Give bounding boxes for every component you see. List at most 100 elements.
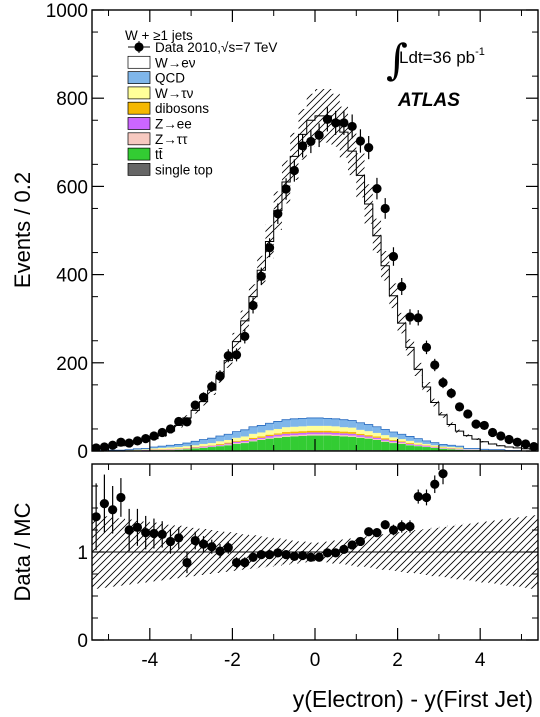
stack-bar [224,443,233,445]
stack-bar [422,445,431,447]
ratio-point [248,552,258,562]
stack-bar [215,446,225,451]
stack-bar [281,181,291,420]
data-point [182,417,192,427]
data-point [339,118,349,128]
y-tick-label: 0 [77,442,88,463]
stack-bar [240,443,249,451]
stack-bar [339,435,349,437]
legend-swatch [127,163,151,176]
ratio-point [513,384,522,393]
stack-bar [232,431,241,438]
stack-Z→ee [141,432,481,451]
legend-swatch [127,86,151,100]
stack-bar [273,437,282,451]
stack-bar [257,437,266,440]
ratio-point [405,521,415,532]
stack-bar [488,443,497,450]
legend-swatch [127,132,151,146]
data-point [364,142,374,153]
stack-bar [257,439,266,451]
data-point [306,136,316,147]
stack-bar [257,432,266,437]
stack-bar [298,418,307,427]
stack-bar [281,433,291,436]
stack-bar [315,425,324,431]
stack-bar [397,442,406,444]
stack-QCD [108,417,522,451]
stack-bar [397,434,406,440]
data-point [108,440,118,450]
stack-bar [224,439,233,443]
stack-bar [364,437,373,439]
ratio-point [314,552,324,562]
ratio-point [347,540,357,550]
stack-bar [116,445,126,451]
ratio-point [264,550,275,560]
stack-bar [315,115,324,418]
data-point [430,360,440,370]
stack-bar [224,445,233,451]
data-point [116,437,126,447]
data-point [207,382,217,392]
stack-bar [290,426,299,432]
stack-bar [356,429,365,434]
ratio-point [273,548,283,558]
data-point [438,378,448,388]
stack-bar [191,410,200,442]
ratio-point [240,557,250,568]
stack-bar [257,425,266,433]
stack-bar [265,423,274,431]
stack-bar [422,443,431,446]
x-tick-label: 2 [392,650,403,671]
ratio-point [372,528,382,538]
stack-bar [248,440,258,442]
stack-bar [182,449,192,451]
data-point [388,251,399,262]
legend-label: QCD [155,71,185,86]
stack-bar [281,427,291,433]
stack-bar [364,204,373,425]
stack-bar [455,447,464,449]
ratio-point [413,491,423,502]
stack-bar [158,446,167,448]
stack-bar [224,360,233,435]
stack-bar [381,440,390,442]
stack-bar [298,434,307,437]
legend-label: Z→ee [155,117,192,132]
legend-label: Z→ττ [155,132,188,147]
stack-bar [372,235,382,427]
stack-bar [248,296,258,427]
stack-bar [323,434,332,436]
stack-bar [290,436,299,451]
stack-bar [191,448,200,451]
stack-bar [248,426,258,434]
stack-bar [281,419,291,428]
stack-bar [315,417,324,426]
stack-bar [389,295,398,433]
stack-bar [240,429,249,437]
data-point [289,165,299,176]
stack-bar [232,443,241,451]
stack-bar [331,431,340,433]
stack-bar [315,434,324,436]
stack-bar [315,430,324,433]
stack-bar [133,449,142,451]
stack-bar [356,422,365,430]
y-tick-label: 600 [56,177,88,198]
stack-bar [331,436,340,451]
stack-bar [389,440,398,443]
data-point [413,313,423,323]
stack-bar [339,419,349,428]
data-point [231,350,242,360]
stack-bar [356,435,365,437]
data-point [256,271,266,281]
stack-bar [331,120,340,419]
stack-bar [273,210,282,422]
stack-bar [463,448,472,450]
stack-bar [306,425,315,431]
ratio-point [116,492,126,503]
stack-bar [323,435,332,451]
legend-entry: tt̄ [127,147,163,162]
stack-bar [207,447,216,451]
